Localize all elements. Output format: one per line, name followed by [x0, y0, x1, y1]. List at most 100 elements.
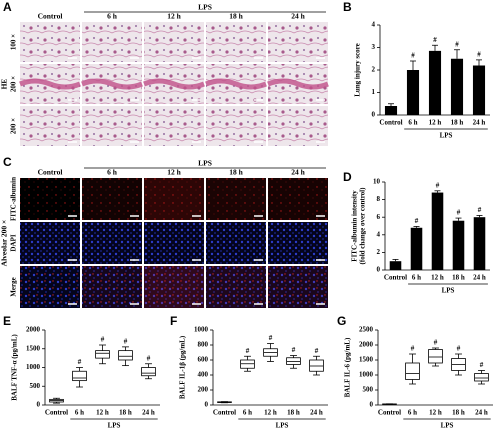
x-tick-label: 6 h — [243, 409, 252, 417]
micrograph — [82, 106, 142, 146]
panel-letter: C — [3, 155, 12, 169]
y-tick-label: 10 — [373, 178, 381, 186]
y-tick-label: 4 — [372, 21, 376, 29]
bar — [431, 192, 444, 270]
y-tick-label: 6 — [377, 213, 381, 221]
micrograph — [268, 266, 328, 308]
y-tick-label: 2 — [372, 66, 376, 74]
micrograph — [206, 222, 266, 264]
bar — [473, 217, 486, 270]
x-tick-label: 6 h — [412, 274, 421, 282]
y-tick-label: 1500 — [359, 356, 374, 364]
micrograph — [82, 22, 142, 62]
box — [95, 350, 110, 359]
row-label: 200 × — [10, 76, 18, 92]
y-tick-label: 0 — [205, 401, 209, 409]
y-axis-label: Lung injury score — [354, 43, 362, 97]
signal — [206, 266, 266, 308]
row-label: 100 × — [10, 34, 18, 50]
x-tick-label: Control — [213, 409, 236, 417]
x-tick-label: 18 h — [452, 274, 465, 282]
panel-letter: F — [170, 314, 177, 328]
significance-marker: # — [101, 336, 105, 344]
signal — [82, 178, 142, 220]
significance-marker: # — [436, 181, 440, 189]
y-tick-label: 500 — [363, 386, 374, 394]
x-tick-label: 6 h — [408, 409, 417, 417]
bar — [428, 50, 442, 115]
y-tick-label: 1000 — [194, 326, 209, 334]
y-axis-label: BALF IL-1β (pg/mL) — [179, 335, 187, 399]
micrograph — [144, 106, 204, 146]
row-label: DAPI — [10, 234, 18, 251]
box — [405, 362, 420, 380]
micrograph — [206, 22, 266, 62]
significance-marker: # — [478, 206, 482, 214]
micrograph — [20, 22, 80, 62]
significance-marker: # — [124, 337, 128, 345]
significance-marker: # — [411, 52, 415, 60]
x-tick-label: 24 h — [475, 409, 488, 417]
box — [141, 367, 156, 377]
micrograph — [20, 266, 80, 308]
micrograph — [268, 22, 328, 62]
y-tick-label: 400 — [198, 371, 209, 379]
significance-marker: # — [477, 50, 481, 58]
x-tick-label: 24 h — [473, 119, 486, 127]
group-label: LPS — [198, 159, 212, 168]
significance-marker: # — [315, 347, 319, 355]
micrograph — [206, 178, 266, 220]
tissue-band — [81, 78, 143, 90]
tissue-band — [205, 78, 267, 90]
x-tick-label: Control — [378, 409, 401, 417]
signal — [268, 266, 328, 308]
significance-marker: # — [455, 40, 459, 48]
x-tick-label: 12 h — [431, 274, 444, 282]
significance-marker: # — [147, 354, 151, 362]
x-tick-label: 18 h — [287, 409, 300, 417]
column-label: 6 h — [107, 12, 118, 21]
side-label: HE — [0, 79, 9, 90]
signal — [206, 178, 266, 220]
significance-marker: # — [415, 217, 419, 225]
y-tick-label: 1000 — [359, 371, 374, 379]
panel-letter: E — [3, 314, 11, 328]
panel-letter: A — [3, 0, 12, 14]
y-tick-label: 0 — [372, 111, 376, 119]
y-tick-label: 0 — [370, 401, 374, 409]
bar — [389, 261, 402, 270]
micrograph — [268, 106, 328, 146]
column-label: 12 h — [167, 168, 181, 177]
significance-marker: # — [434, 339, 438, 347]
bar — [450, 58, 464, 115]
significance-marker: # — [292, 346, 296, 354]
micrograph — [206, 266, 266, 308]
y-axis-label: BALF TNF-α (pg/mL) — [11, 334, 19, 401]
signal — [144, 266, 204, 308]
x-tick-label: 6 h — [408, 119, 417, 127]
y-axis-label: (fold change over control) — [359, 187, 367, 265]
micrograph — [82, 266, 142, 308]
y-tick-label: 1 — [372, 88, 376, 96]
y-tick-label: 600 — [198, 356, 209, 364]
x-tick-label: 18 h — [452, 409, 465, 417]
significance-marker: # — [411, 345, 415, 353]
row-label: FITC-albumin — [10, 177, 18, 221]
box — [474, 373, 489, 382]
signal — [82, 266, 142, 308]
column-label: Control — [38, 168, 63, 177]
x-tick-label: 24 h — [142, 409, 155, 417]
y-tick-label: 8 — [377, 195, 381, 203]
significance-marker: # — [457, 345, 461, 353]
column-label: 6 h — [107, 168, 118, 177]
column-label: 18 h — [229, 12, 243, 21]
micrograph — [82, 178, 142, 220]
tissue-band — [19, 78, 81, 90]
micrograph — [20, 222, 80, 264]
x-tick-label: 24 h — [473, 274, 486, 282]
panel-letter: G — [337, 314, 346, 328]
micrograph — [268, 178, 328, 220]
micrograph — [144, 22, 204, 62]
bar — [410, 227, 423, 270]
